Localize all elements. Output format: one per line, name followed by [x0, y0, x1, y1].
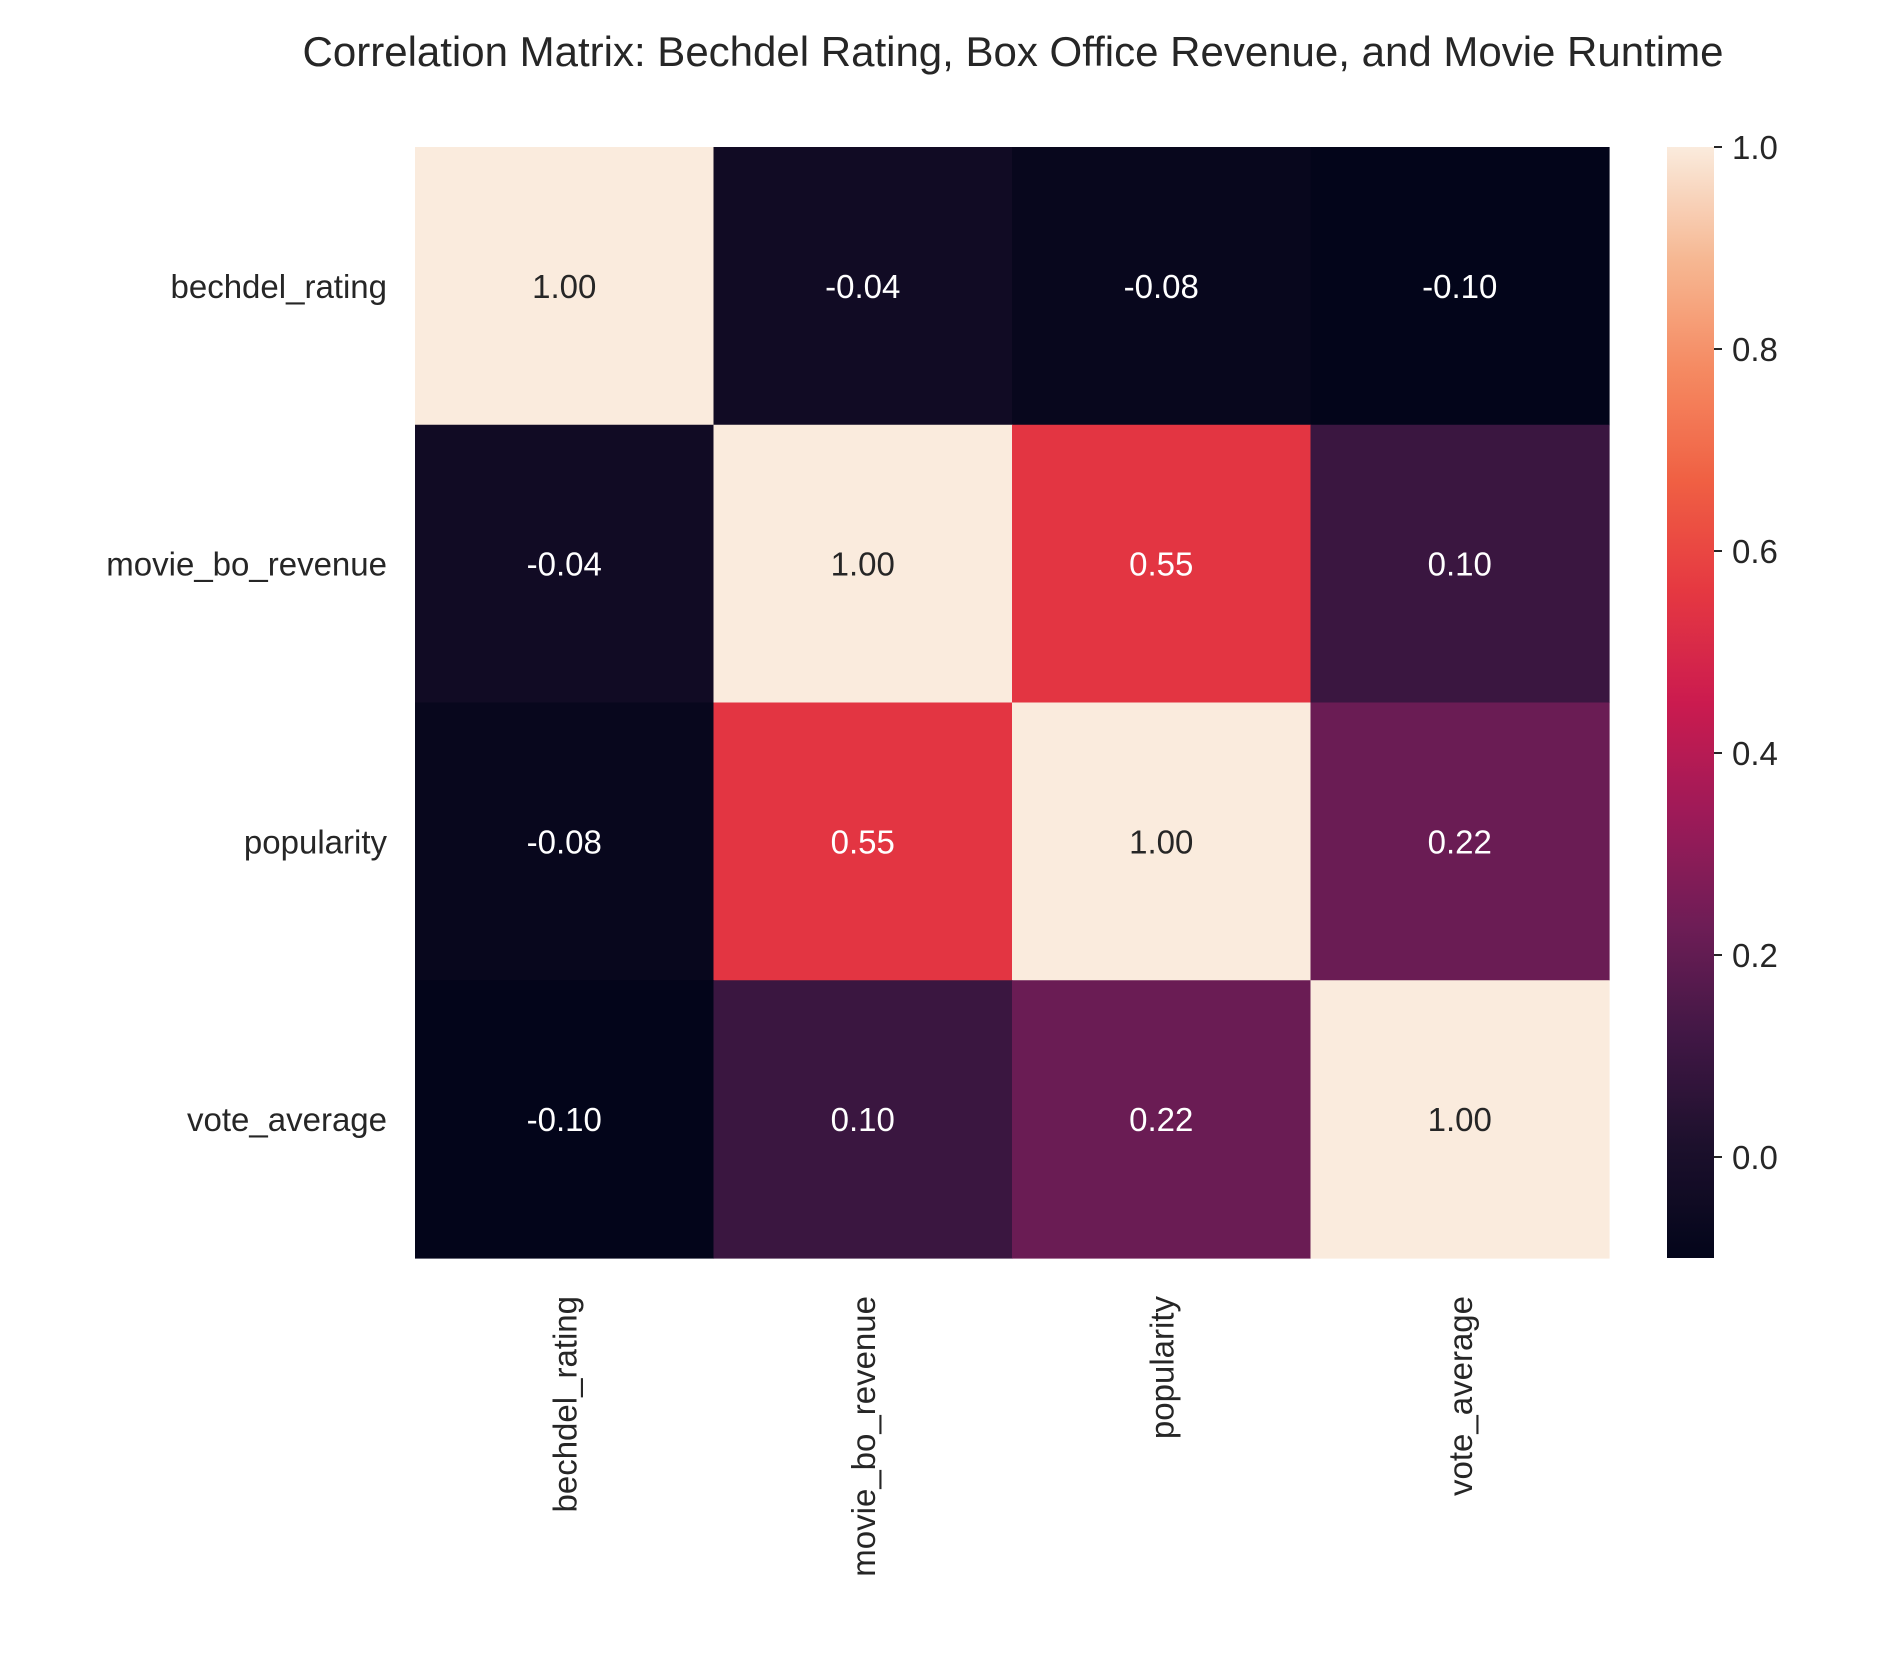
heatmap-cell-value-label: 1.00 [1129, 823, 1193, 860]
colorbar-tick-label: 0.6 [1732, 533, 1778, 570]
column-tick-label: vote_average [1442, 1296, 1479, 1496]
heatmap-cell [1012, 980, 1312, 1259]
heatmap-cell [1012, 147, 1312, 426]
heatmap-cell [1310, 424, 1610, 704]
heatmap-cell [1310, 980, 1610, 1259]
heatmap-cell-value-label: -0.04 [527, 546, 602, 583]
heatmap-cell [1012, 424, 1312, 704]
row-tick-labels: bechdel_rating movie_bo_revenue popularity… [106, 268, 387, 1138]
heatmap-cell-value-label: 0.22 [1129, 1101, 1193, 1138]
colorbar-tick-label: 0.8 [1732, 331, 1778, 368]
heatmap-cell [1310, 147, 1610, 426]
heatmap-cell-value-label: -0.08 [1124, 268, 1199, 305]
heatmap-cell-value-label: 0.22 [1428, 823, 1492, 860]
colorbar-tick-label: 0.0 [1732, 1139, 1778, 1176]
heatmap-cell-value-label: -0.08 [527, 823, 602, 860]
heatmap-cell-value-label: -0.10 [1422, 268, 1497, 305]
heatmap-cell-value-label: 0.55 [831, 823, 895, 860]
heatmap-cell [713, 702, 1013, 981]
heatmap-cell [415, 980, 715, 1259]
column-tick-label: bechdel_rating [546, 1296, 583, 1513]
heatmap-cell [1310, 702, 1610, 981]
heatmap-cell [415, 424, 715, 704]
heatmap-cells: 1.00 -0.04 -0.08 -0.10 -0.04 1.00 0.55 0.10 -0.0… [415, 147, 1610, 1259]
heatmap-cell-value-label: 0.55 [1129, 546, 1193, 583]
heatmap-cell-value-label: 1.00 [831, 546, 895, 583]
colorbar-tick-label: 1.0 [1732, 129, 1778, 166]
heatmap-cell-value-label: -0.10 [527, 1101, 602, 1138]
heatmap-cell [415, 702, 715, 981]
colorbar [1667, 147, 1714, 1258]
chart-title: Correlation Matrix: Bechdel Rating, Box … [303, 28, 1724, 75]
heatmap-cell-value-label: 0.10 [831, 1101, 895, 1138]
row-tick-label: movie_bo_revenue [106, 546, 387, 583]
row-tick-label: popularity [244, 823, 388, 860]
heatmap-cell [713, 147, 1013, 426]
heatmap-cell-value-label: -0.04 [825, 268, 900, 305]
colorbar-tick-label: 0.2 [1732, 937, 1778, 974]
heatmap-cell [1012, 702, 1312, 981]
heatmap-cell-value-label: 1.00 [532, 268, 596, 305]
heatmap-cell [713, 980, 1013, 1259]
heatmap-cell [415, 147, 715, 426]
column-tick-label: popularity [1143, 1296, 1180, 1440]
column-tick-labels: bechdel_rating movie_bo_revenue popularity… [546, 1296, 1479, 1577]
row-tick-label: vote_average [187, 1101, 387, 1138]
colorbar-ticks: 0.0 0.2 0.4 0.6 0.8 1.0 [1714, 129, 1778, 1176]
colorbar-bar [1667, 147, 1714, 1258]
column-tick-label: movie_bo_revenue [845, 1296, 882, 1577]
heatmap-cell-value-label: 0.10 [1428, 546, 1492, 583]
heatmap-cell [713, 424, 1013, 704]
row-tick-label: bechdel_rating [171, 268, 388, 305]
colorbar-tick-label: 0.4 [1732, 735, 1778, 772]
heatmap-cell-value-label: 1.00 [1428, 1101, 1492, 1138]
